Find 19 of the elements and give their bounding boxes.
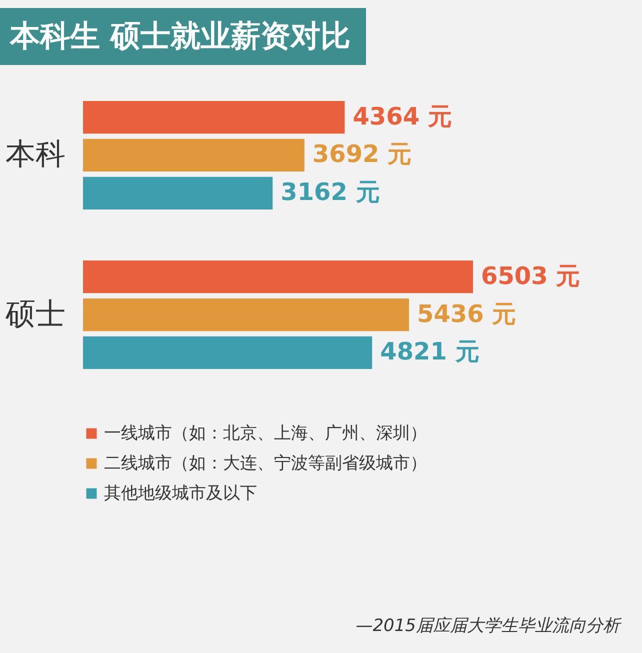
y-tick-label: 本科 [6, 137, 66, 172]
bar [83, 336, 372, 370]
data-label: 4364 元 [352, 102, 452, 130]
data-label: 3162 元 [280, 178, 380, 206]
bar [83, 260, 473, 294]
y-tick-label: 硕士 [4, 296, 66, 332]
data-label: 5436 元 [417, 300, 516, 328]
bar [83, 138, 304, 172]
data-label: 4821 元 [380, 338, 480, 366]
data-label: 6503 元 [481, 262, 580, 290]
bar [83, 100, 345, 134]
bar [83, 298, 410, 332]
legend-label: 二线城市（如：大连、宁波等副省级城市） [104, 454, 427, 474]
legend-label: 一线城市（如：北京、上海、广州、深圳） [104, 424, 427, 444]
data-label: 3692 元 [312, 140, 412, 168]
bar [83, 176, 273, 210]
text: —2015届应届大学生毕业流向分析 [356, 615, 620, 637]
chart-title: 本科生 硕士就业薪资对比 [0, 8, 366, 65]
legend-label: 其他地级城市及以下 [104, 484, 257, 504]
